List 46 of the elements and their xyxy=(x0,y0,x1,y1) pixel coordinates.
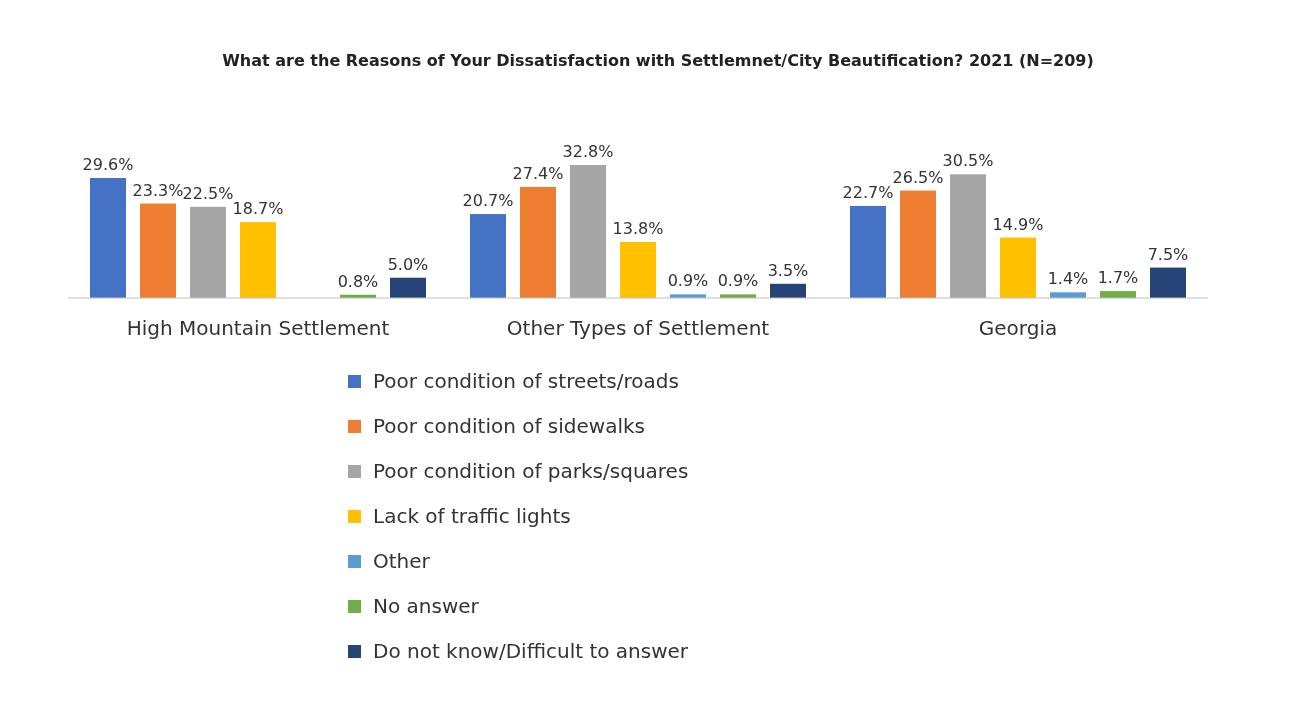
data-label: 18.7% xyxy=(232,199,284,219)
data-label: 0.9% xyxy=(717,271,759,291)
bar xyxy=(90,177,126,298)
data-label: 14.9% xyxy=(992,214,1044,234)
data-label: 22.5% xyxy=(182,183,234,203)
data-label: 0.9% xyxy=(667,271,709,291)
data-label: 32.8% xyxy=(562,142,614,161)
data-label: 27.4% xyxy=(512,163,564,183)
data-label: 5.0% xyxy=(387,254,429,274)
bar xyxy=(620,242,656,298)
bar xyxy=(950,174,986,298)
bar xyxy=(1150,267,1186,298)
bar xyxy=(470,214,506,298)
legend-label: Other xyxy=(373,549,431,573)
bar xyxy=(850,205,886,298)
x-tick-label: Georgia xyxy=(978,316,1058,340)
data-label: 1.7% xyxy=(1097,268,1139,288)
data-label: 22.7% xyxy=(842,182,894,202)
data-label: 30.5% xyxy=(942,151,994,171)
data-label: 1.4% xyxy=(1047,269,1089,289)
legend-label: Poor condition of sidewalks xyxy=(373,414,646,438)
legend-label: Poor condition of streets/roads xyxy=(373,369,679,393)
bar xyxy=(770,283,806,298)
legend-label: Lack of traffic lights xyxy=(373,504,571,528)
chart-title: What are the Reasons of Your Dissatisfaction with Settlemnet/City Beautification? 2021 (N=209) xyxy=(222,51,1094,70)
bar xyxy=(140,203,176,298)
bar xyxy=(390,277,426,298)
bar xyxy=(900,190,936,298)
x-tick-label: Other Types of Settlement xyxy=(506,316,770,340)
data-label: 29.6% xyxy=(82,154,134,174)
bar xyxy=(520,186,556,298)
data-label: 26.5% xyxy=(892,167,944,187)
data-label: 13.8% xyxy=(612,219,664,239)
legend-label: No answer xyxy=(373,594,480,618)
data-label: 7.5% xyxy=(1147,244,1189,264)
x-tick-label: High Mountain Settlement xyxy=(126,316,390,340)
data-label: 0.8% xyxy=(337,271,379,291)
data-label: 23.3% xyxy=(132,180,184,200)
bar xyxy=(190,206,226,298)
bar xyxy=(240,222,276,298)
legend-label: Poor condition of parks/squares xyxy=(373,459,689,483)
bar xyxy=(570,165,606,298)
data-label: 20.7% xyxy=(462,191,514,211)
legend-label: Do not know/Difficult to answer xyxy=(373,639,689,663)
data-label: 3.5% xyxy=(767,260,809,280)
bar xyxy=(1000,237,1036,298)
